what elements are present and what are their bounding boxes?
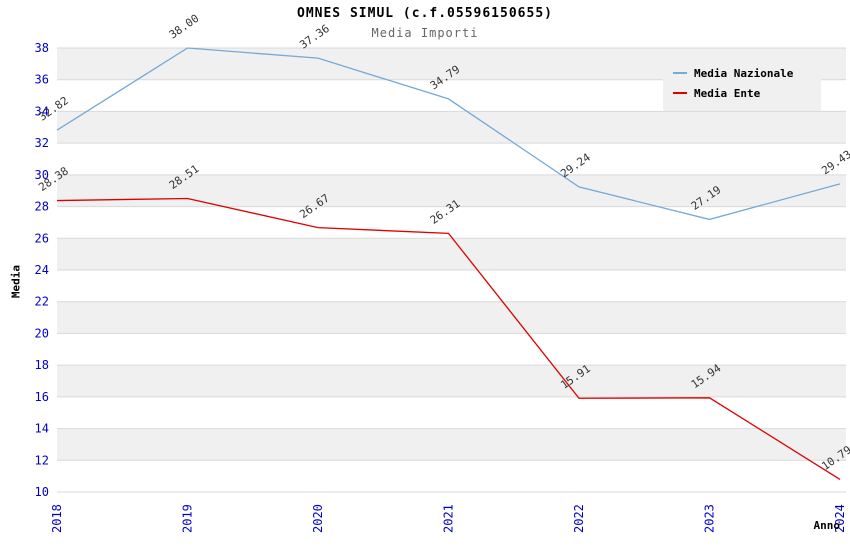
plot-band bbox=[57, 111, 846, 144]
y-tick-label: 24 bbox=[35, 263, 49, 277]
y-tick-label: 28 bbox=[35, 200, 49, 214]
chart-subtitle: Media Importi bbox=[371, 26, 479, 40]
y-tick-label: 10 bbox=[35, 485, 49, 499]
x-tick-label: 2019 bbox=[181, 504, 195, 533]
y-tick-label: 38 bbox=[35, 41, 49, 55]
plot-band bbox=[57, 428, 846, 461]
plot-band bbox=[57, 174, 846, 207]
series-line-1 bbox=[56, 197, 841, 481]
chart-title: OMNES SIMUL (c.f.05596150655) bbox=[297, 6, 553, 21]
plot-band bbox=[57, 301, 846, 334]
plot-band bbox=[57, 238, 846, 270]
legend-label-nazionale: Media Nazionale bbox=[694, 66, 794, 80]
y-tick-label: 36 bbox=[35, 73, 49, 87]
legend-label-ente: Media Ente bbox=[694, 86, 761, 100]
y-tick-label: 20 bbox=[35, 326, 49, 340]
y-tick-label: 26 bbox=[35, 231, 49, 245]
legend-line-sample-ente bbox=[673, 92, 687, 94]
x-tick-label: 2024 bbox=[833, 504, 847, 533]
y-tick-label: 16 bbox=[35, 390, 49, 404]
y-tick-label: 34 bbox=[35, 104, 49, 118]
plot-band bbox=[57, 365, 846, 397]
series-line-0 bbox=[56, 47, 841, 221]
x-tick-label: 2020 bbox=[311, 504, 325, 533]
y-axis-title: Media bbox=[9, 264, 23, 299]
y-tick-label: 22 bbox=[35, 295, 49, 309]
y-tick-label: 14 bbox=[35, 422, 49, 436]
x-tick-label: 2023 bbox=[703, 504, 717, 533]
data-label: 38.00 bbox=[167, 12, 202, 42]
x-tick-label: 2022 bbox=[572, 504, 586, 533]
y-tick-label: 32 bbox=[35, 136, 49, 150]
x-tick-label: 2018 bbox=[50, 504, 64, 533]
y-tick-label: 18 bbox=[35, 358, 49, 372]
y-tick-label: 12 bbox=[35, 453, 49, 467]
legend-item-media-ente[interactable]: Media Ente bbox=[673, 83, 811, 103]
x-axis-title: Anno bbox=[813, 519, 841, 532]
y-tick-label: 30 bbox=[35, 168, 49, 182]
legend-line-sample-nazionale bbox=[673, 72, 687, 74]
legend-item-media-nazionale[interactable]: Media Nazionale bbox=[673, 63, 811, 83]
data-label: 29.43 bbox=[819, 148, 850, 178]
data-label: 37.36 bbox=[297, 22, 332, 52]
x-tick-label: 2021 bbox=[442, 504, 456, 533]
legend: Media Nazionale Media Ente bbox=[663, 55, 821, 111]
